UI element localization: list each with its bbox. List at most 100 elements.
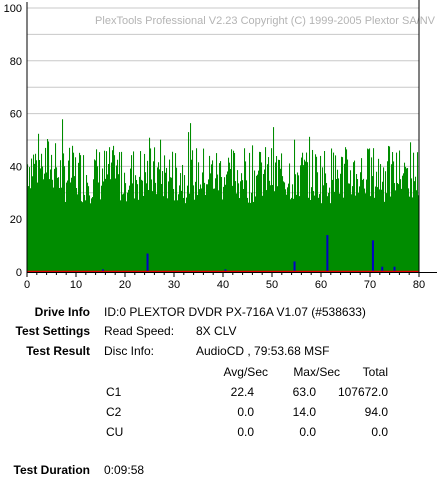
c1-bar: [286, 194, 288, 272]
c1-bar: [79, 152, 81, 272]
c1-bar: [75, 157, 77, 272]
c1-bar: [132, 183, 134, 272]
c1-bar: [156, 194, 158, 272]
x-tick-label: 30: [168, 279, 180, 291]
c1-bar: [65, 201, 67, 272]
c1-bar: [81, 201, 83, 272]
c1-bar: [124, 172, 126, 272]
c1-bar: [56, 167, 58, 272]
c1-bar: [403, 173, 405, 272]
c1-bar: [279, 159, 281, 272]
c1-bar: [115, 178, 117, 272]
x-tick-label: 0: [24, 279, 30, 291]
c1-bar: [297, 172, 299, 272]
c1-bar: [27, 164, 29, 272]
c1-bar: [210, 173, 212, 272]
c1-bar: [318, 197, 320, 272]
c1-bar: [122, 194, 124, 272]
c1-bar: [30, 188, 32, 272]
c1-bar: [274, 191, 276, 272]
drive-info-value: ID:0 PLEXTOR DVDR PX-716A V1.07 (#538633…: [104, 305, 366, 319]
c1-bar: [332, 179, 334, 272]
c1-bar: [254, 170, 256, 272]
c1-bar: [359, 186, 361, 272]
c1-bar: [188, 132, 190, 272]
c1-bar: [416, 190, 418, 272]
c1-bar: [263, 174, 265, 272]
c1-bar: [72, 145, 74, 272]
c1-bar: [344, 163, 346, 272]
c1-bar: [34, 163, 36, 272]
c1-bar: [119, 152, 121, 272]
row-cu-avg: 0.0: [237, 425, 254, 439]
c1-bar: [138, 199, 140, 272]
c1-bar: [352, 186, 354, 272]
c1-bar: [154, 147, 156, 272]
c1-bar: [104, 150, 106, 272]
c1-bar: [182, 164, 184, 272]
c1-bar: [410, 142, 412, 272]
c1-bar: [377, 187, 379, 272]
c1-bar: [270, 185, 272, 272]
c1-bar: [161, 183, 163, 272]
c1-bar: [349, 183, 351, 272]
c1-bar: [186, 197, 188, 272]
read-speed-value: 8X CLV: [196, 324, 237, 338]
c1-bar: [76, 187, 78, 272]
c1-bar: [272, 185, 274, 272]
c1-bar: [264, 169, 266, 272]
c1-bar: [237, 170, 239, 272]
c1-bar: [378, 158, 380, 272]
c1-bar: [67, 180, 69, 272]
c1-bar: [380, 164, 382, 272]
c1-bar: [304, 159, 306, 272]
c1-bar: [205, 195, 207, 272]
c1-bar: [131, 155, 133, 272]
c2-bar: [224, 269, 227, 272]
c1-bar: [413, 152, 415, 272]
c1-bar: [109, 147, 111, 272]
c1-bar: [358, 192, 360, 272]
c1-bar: [331, 148, 333, 272]
c1-bar: [40, 168, 42, 272]
c1-bar: [411, 178, 413, 272]
c1-bar: [314, 195, 316, 272]
c1-bar: [213, 188, 215, 272]
c1-bar: [369, 148, 371, 272]
c1-bar: [269, 180, 271, 272]
c1-bar: [376, 171, 378, 272]
c1-bar: [253, 202, 255, 272]
error-rate-chart: PlexTools Professional V2.23 Copyright (…: [4, 0, 437, 291]
c1-bar: [360, 172, 362, 272]
c1-bar: [196, 148, 198, 272]
c1-bar: [307, 162, 309, 272]
c1-bar: [62, 119, 64, 272]
c1-bar: [385, 171, 387, 272]
c1-bar: [303, 165, 305, 272]
c1-bar: [312, 149, 314, 272]
c1-bar: [379, 189, 381, 272]
c1-bar: [245, 161, 247, 272]
c1-bar: [130, 168, 132, 272]
c1-bar: [290, 199, 292, 272]
c1-bar: [365, 193, 367, 272]
c1-bar: [300, 165, 302, 272]
c1-bar: [32, 176, 34, 272]
c1-bar: [204, 182, 206, 272]
c1-bar: [168, 181, 170, 272]
c1-bar: [149, 137, 151, 272]
c1-bar: [147, 160, 149, 272]
c1-bar: [52, 179, 54, 272]
chart-axes: [26, 2, 437, 277]
c2-series: [101, 235, 396, 272]
c1-bar: [59, 188, 61, 272]
c1-bar: [194, 199, 196, 272]
c1-bar: [193, 185, 195, 272]
c1-bar: [187, 185, 189, 272]
c1-bar: [277, 186, 279, 272]
c1-bar: [113, 145, 115, 272]
c1-bar: [39, 160, 41, 272]
c1-bar: [31, 158, 33, 272]
x-tick-label: 80: [413, 279, 425, 291]
c1-bar: [284, 182, 286, 272]
